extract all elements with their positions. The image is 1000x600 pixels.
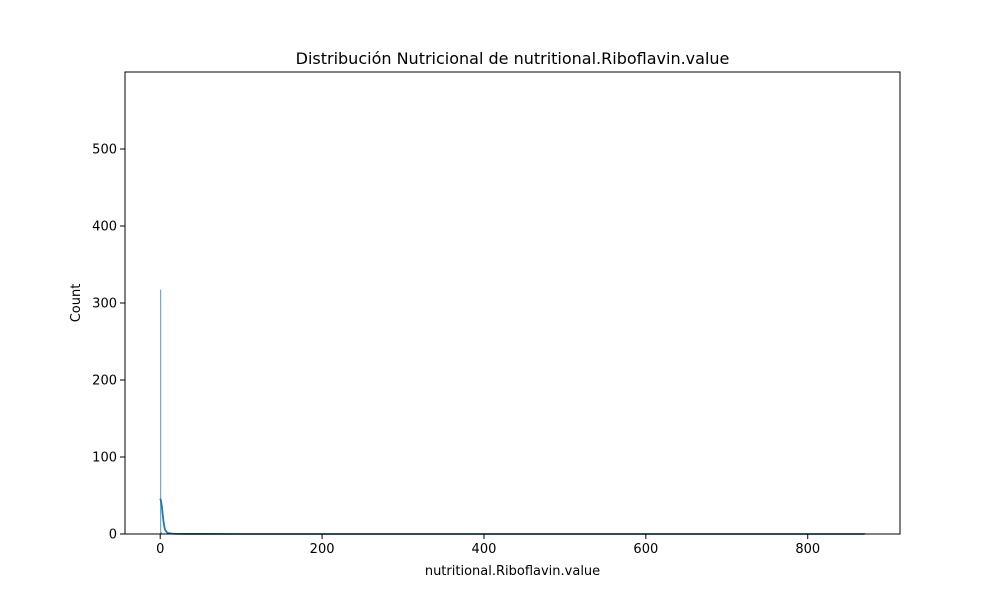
y-tick-label: 500 [92, 143, 117, 158]
x-axis-label: nutritional.Riboflavin.value [425, 564, 600, 579]
axes-frame [124, 71, 901, 535]
x-tick-label: 0 [156, 542, 164, 557]
y-tick-label: 200 [92, 374, 117, 389]
x-tick-label: 200 [310, 542, 335, 557]
plot-area [159, 289, 866, 535]
y-tick-label: 100 [92, 451, 117, 466]
x-tick-label: 400 [472, 542, 497, 557]
chart-title: Distribución Nutricional de nutritional.… [296, 49, 730, 68]
y-tick-label: 300 [92, 297, 117, 312]
x-axis: 0 200 400 600 800 [156, 534, 820, 557]
y-tick-label: 400 [92, 220, 117, 235]
y-tick-label: 0 [109, 528, 117, 543]
x-tick-label: 600 [633, 542, 658, 557]
kde-line [159, 498, 865, 535]
histogram-bar [160, 289, 162, 535]
y-axis: 0 100 200 300 400 500 [92, 143, 125, 543]
y-axis-label: Count [69, 284, 84, 323]
x-tick-label: 800 [795, 542, 820, 557]
